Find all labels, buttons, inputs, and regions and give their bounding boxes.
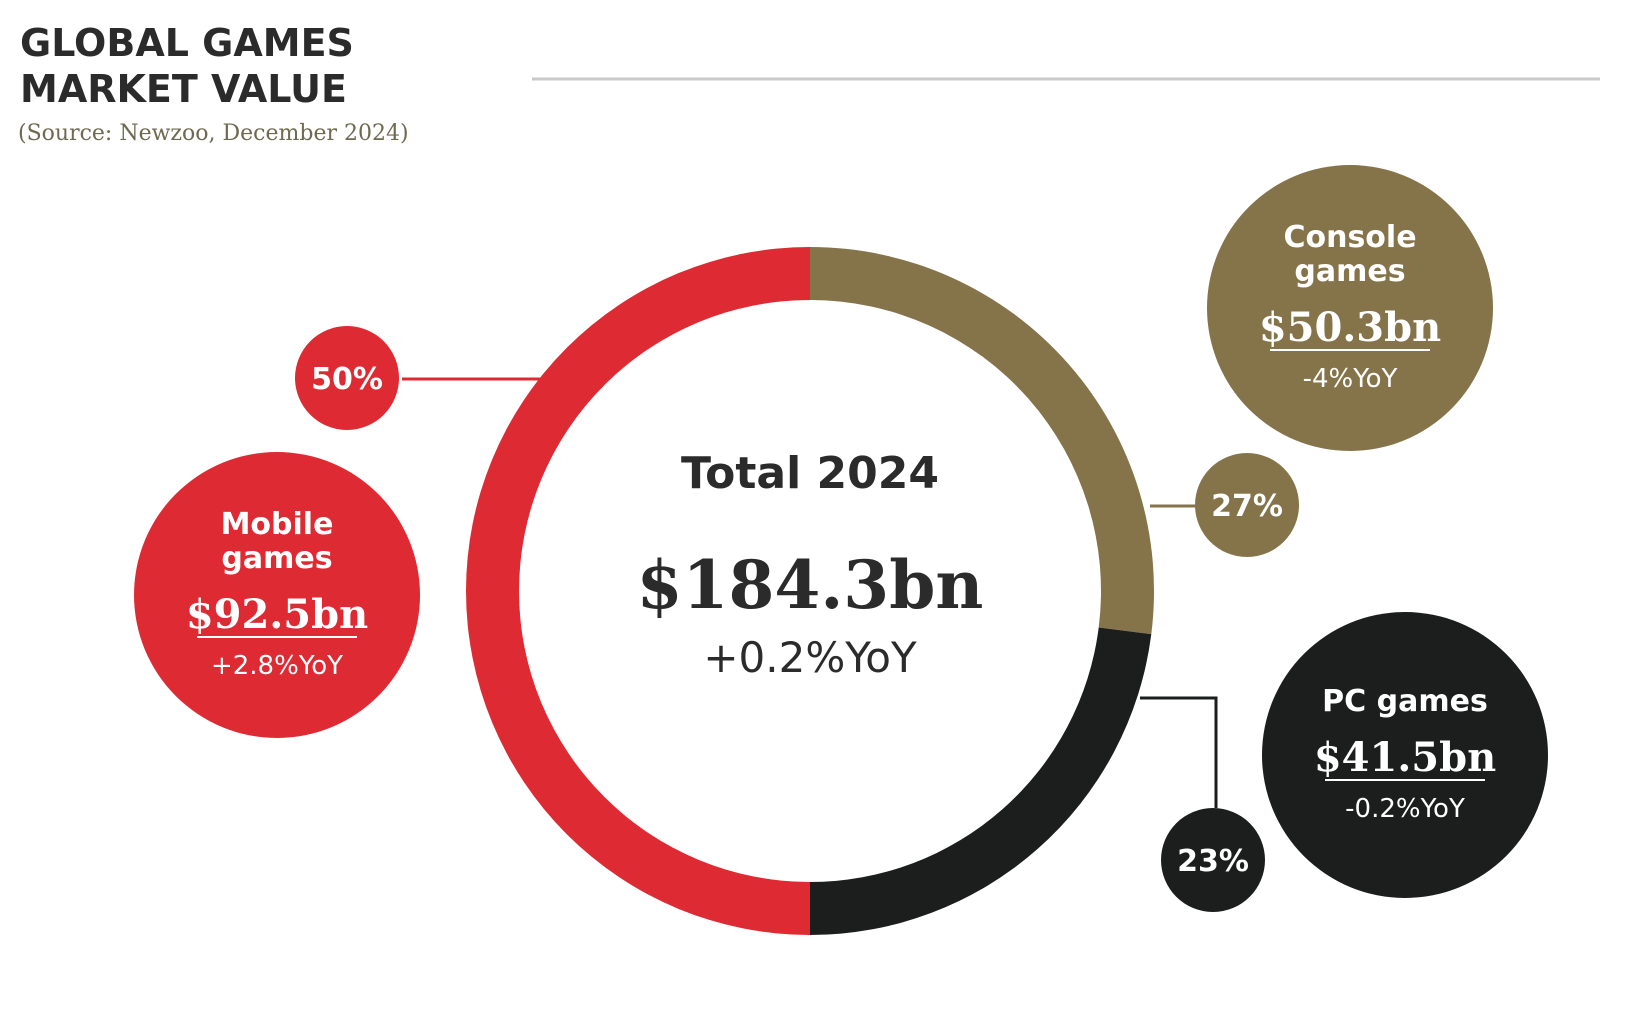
segment-yoy-console: -4%YoY [1303, 364, 1398, 394]
share-bubble-pc [1161, 808, 1265, 912]
segment-name-console: Console [1283, 220, 1416, 255]
center-total-label: Total 2024 [681, 448, 939, 499]
segment-name-console: games [1294, 254, 1405, 289]
donut-slice-pc [810, 627, 1152, 935]
donut-slice-mobile [466, 247, 810, 935]
segment-name-mobile: games [221, 541, 332, 576]
value-bubble-console [1207, 165, 1493, 451]
bubble-pc: 23% PC games $41.5bn -0.2%YoY [1161, 612, 1548, 912]
chart-source: (Source: Newzoo, December 2024) [18, 121, 409, 146]
donut-ring [466, 247, 1154, 935]
share-label-pc: 23% [1177, 844, 1249, 879]
segment-yoy-mobile: +2.8%YoY [211, 651, 343, 681]
connector-pc [1140, 696, 1218, 808]
share-bubble-console [1195, 453, 1299, 557]
chart-title-line2: MARKET VALUE [20, 67, 347, 111]
value-bubble-pc [1262, 612, 1548, 898]
donut-slice-console [810, 247, 1154, 635]
segment-name-pc: PC games [1322, 684, 1488, 719]
segment-value-pc: $41.5bn [1314, 734, 1496, 781]
share-bubble-mobile [295, 326, 399, 430]
segment-value-mobile: $92.5bn [186, 591, 368, 638]
share-label-mobile: 50% [311, 362, 383, 397]
center-total-value: $184.3bn [637, 546, 984, 624]
center-total-yoy: +0.2%YoY [703, 633, 917, 682]
segment-name-mobile: Mobile [221, 507, 334, 542]
segment-yoy-pc: -0.2%YoY [1345, 794, 1465, 824]
chart-title-line1: GLOBAL GAMES [20, 21, 354, 65]
segment-value-console: $50.3bn [1259, 304, 1441, 351]
connector-lines [402, 377, 1218, 808]
value-bubble-mobile [134, 452, 420, 738]
share-label-console: 27% [1211, 489, 1283, 524]
